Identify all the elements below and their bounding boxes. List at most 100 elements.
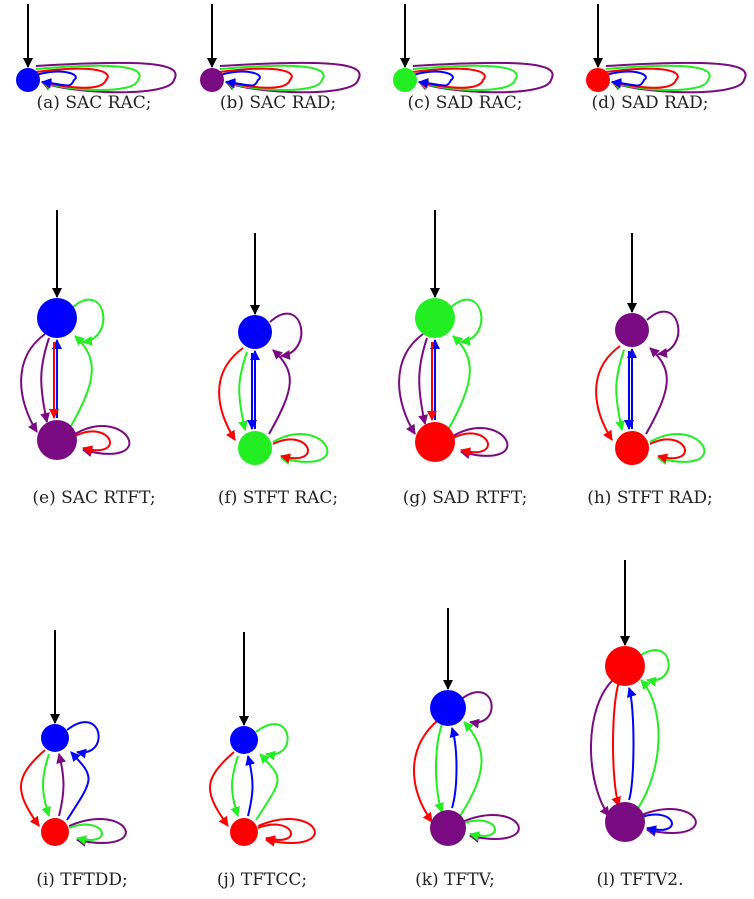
self-loop-bottom-inner — [452, 432, 489, 458]
self-loop-bottom-outer — [649, 433, 706, 466]
state-green — [393, 68, 417, 92]
state-top-blue — [238, 315, 272, 349]
state-bottom-red — [415, 422, 455, 462]
edge-inner-down — [615, 349, 625, 431]
self-loop-top — [449, 298, 483, 346]
self-loop-top — [255, 723, 289, 761]
edge-right-up — [66, 751, 90, 821]
edge-inner-down — [40, 337, 50, 423]
state-top-blue — [230, 726, 258, 754]
edge-left-down — [20, 749, 46, 827]
state-bottom-green — [238, 431, 272, 465]
diagram-h — [595, 233, 706, 466]
edge-right-up — [636, 679, 660, 811]
diagram-b — [200, 4, 361, 94]
self-loop-top — [646, 310, 680, 358]
self-loop-bottom-inner — [272, 438, 309, 464]
edge-left-down — [20, 333, 46, 433]
self-loop-green — [219, 64, 325, 91]
self-loop-bottom-inner — [649, 438, 686, 464]
self-loop-red — [219, 67, 293, 89]
caption-a: (a) SAC RAC; — [37, 93, 152, 113]
caption-f: (f) STFT RAC; — [218, 488, 338, 508]
self-loop-bottom-outer — [68, 818, 127, 847]
self-loop-purple — [219, 61, 361, 94]
edge-right-up — [268, 349, 291, 435]
edge-inner-down — [611, 681, 621, 807]
state-bottom-purple — [430, 810, 466, 846]
self-loop-green — [605, 64, 711, 91]
self-loop-bottom-inner — [68, 823, 103, 846]
self-loop-top — [459, 691, 493, 729]
edge-inner-down — [41, 753, 51, 817]
self-loop-purple — [412, 61, 554, 94]
self-loop-top — [269, 312, 303, 360]
self-loop-blue — [412, 70, 454, 88]
diagram-l — [590, 560, 697, 842]
self-loop-green — [35, 64, 141, 91]
self-loop-bottom-outer — [452, 427, 509, 460]
self-loop-bottom-inner — [257, 823, 292, 846]
diagram-d — [586, 4, 747, 94]
self-loop-blue — [219, 70, 261, 88]
self-loop-red — [35, 67, 109, 89]
self-loop-red — [605, 67, 679, 89]
diagram-c — [393, 4, 554, 94]
edge-inner-down — [230, 755, 240, 817]
state-bottom-red — [41, 818, 69, 846]
edge-center-up — [245, 755, 256, 817]
self-loop-blue — [35, 70, 77, 88]
caption-g: (g) SAD RTFT; — [403, 488, 528, 508]
self-loop-purple — [605, 61, 747, 94]
caption-c: (c) SAD RAC; — [408, 93, 523, 113]
edge-center-up — [449, 727, 460, 809]
edge-left-down — [209, 751, 235, 827]
edge-left-down — [398, 333, 424, 435]
diagram-e — [20, 210, 131, 460]
edge-inner-down — [434, 723, 444, 813]
caption-j: (j) TFTCC; — [217, 870, 307, 890]
self-loop-top — [66, 721, 100, 759]
state-blue — [16, 68, 40, 92]
diagram-g — [398, 210, 509, 462]
edge-inner-down — [238, 351, 248, 431]
state-purple — [200, 68, 224, 92]
edge-right-up — [448, 335, 471, 429]
edge-right-up — [459, 721, 483, 817]
caption-h: (h) STFT RAD; — [587, 488, 713, 508]
diagram-k — [413, 608, 520, 846]
caption-l: (l) TFTV2. — [596, 870, 683, 890]
state-top-red — [605, 646, 645, 686]
diagram-f — [218, 233, 329, 466]
edge-right-up — [255, 753, 279, 821]
edge-center-up — [56, 753, 67, 817]
self-loop-bottom-inner — [461, 819, 496, 842]
self-loop-purple — [35, 61, 177, 94]
diagram-a — [16, 4, 177, 94]
caption-e: (e) SAC RTFT; — [32, 488, 155, 508]
state-bottom-red — [615, 431, 649, 465]
edge-left-down — [218, 347, 244, 441]
edge-left-down — [595, 345, 621, 441]
edge-inner-down — [418, 337, 428, 425]
self-loop-blue — [605, 70, 647, 88]
self-loop-green — [412, 64, 518, 91]
diagram-j — [209, 632, 316, 847]
state-red — [586, 68, 610, 92]
self-loop-bottom-outer — [74, 425, 131, 458]
caption-b: (b) SAC RAD; — [220, 93, 336, 113]
state-top-blue — [37, 298, 77, 338]
diagram-i — [20, 630, 127, 847]
state-bottom-red — [230, 818, 258, 846]
self-loop-bottom-inner — [74, 430, 111, 456]
caption-k: (k) TFTV; — [415, 870, 495, 890]
self-loop-red — [412, 67, 486, 89]
edge-right-up — [70, 335, 93, 427]
state-top-green — [415, 298, 455, 338]
state-top-blue — [41, 724, 69, 752]
self-loop-top — [636, 649, 670, 687]
self-loop-bottom-outer — [461, 814, 520, 843]
self-loop-bottom-outer — [257, 818, 316, 847]
caption-d: (d) SAD RAD; — [592, 93, 709, 113]
